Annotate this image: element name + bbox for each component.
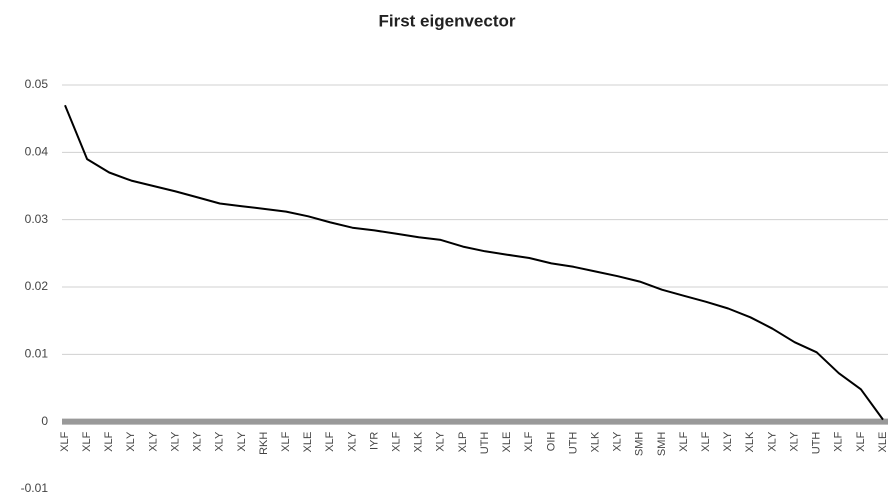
x-tick-label: UTH [567,432,579,455]
x-tick-label: XLY [125,431,137,452]
x-tick-label: XLY [169,431,181,452]
x-tick-label: UTH [479,432,491,455]
x-tick-label: IYR [368,432,380,450]
x-tick-label: XLF [59,431,71,451]
x-tick-label: XLF [324,431,336,451]
x-tick-label: XLF [391,431,403,451]
y-tick-label: 0.02 [25,279,49,293]
x-tick-label: XLF [700,431,712,451]
y-tick-label: -0.01 [21,481,49,495]
x-tick-label: XLF [523,431,535,451]
x-tick-label: XLY [346,431,358,452]
x-tick-label: XLY [788,431,800,452]
y-tick-label: 0.01 [25,347,49,361]
x-tick-label: XLE [877,432,889,453]
x-tick-label: XLY [722,431,734,452]
x-tick-label: XLF [833,431,845,451]
x-tick-label: OIH [545,432,557,452]
x-tick-label: SMH [656,432,668,457]
x-tick-label: XLY [192,431,204,452]
x-tick-label: XLF [81,431,93,451]
x-tick-label: XLF [103,431,115,451]
x-tick-label: XLY [435,431,447,452]
x-tick-label: XLF [280,431,292,451]
chart-title: First eigenvector [379,11,516,30]
x-tick-label: SMH [634,432,646,457]
y-tick-label: 0.03 [25,212,49,226]
x-tick-label: XLF [855,431,867,451]
x-tick-label: XLY [766,431,778,452]
x-tick-label: UTH [811,432,823,455]
x-tick-label: XLY [612,431,624,452]
x-tick-label: XLP [457,432,469,453]
data-line [64,104,884,421]
x-tick-label: XLY [236,431,248,452]
x-tick-label: XLY [147,431,159,452]
y-tick-label: 0.05 [25,77,49,91]
x-tick-label: XLF [678,431,690,451]
x-tick-label: XLY [214,431,226,452]
x-tick-label: RKH [258,432,270,455]
x-tick-label: XLK [590,431,602,452]
x-tick-label: XLE [302,432,314,453]
x-tick-label: XLK [413,431,425,452]
x-tick-label: XLK [744,431,756,452]
y-tick-label: 0 [41,414,48,428]
y-tick-label: 0.04 [25,145,49,159]
x-tick-label: XLE [501,432,513,453]
